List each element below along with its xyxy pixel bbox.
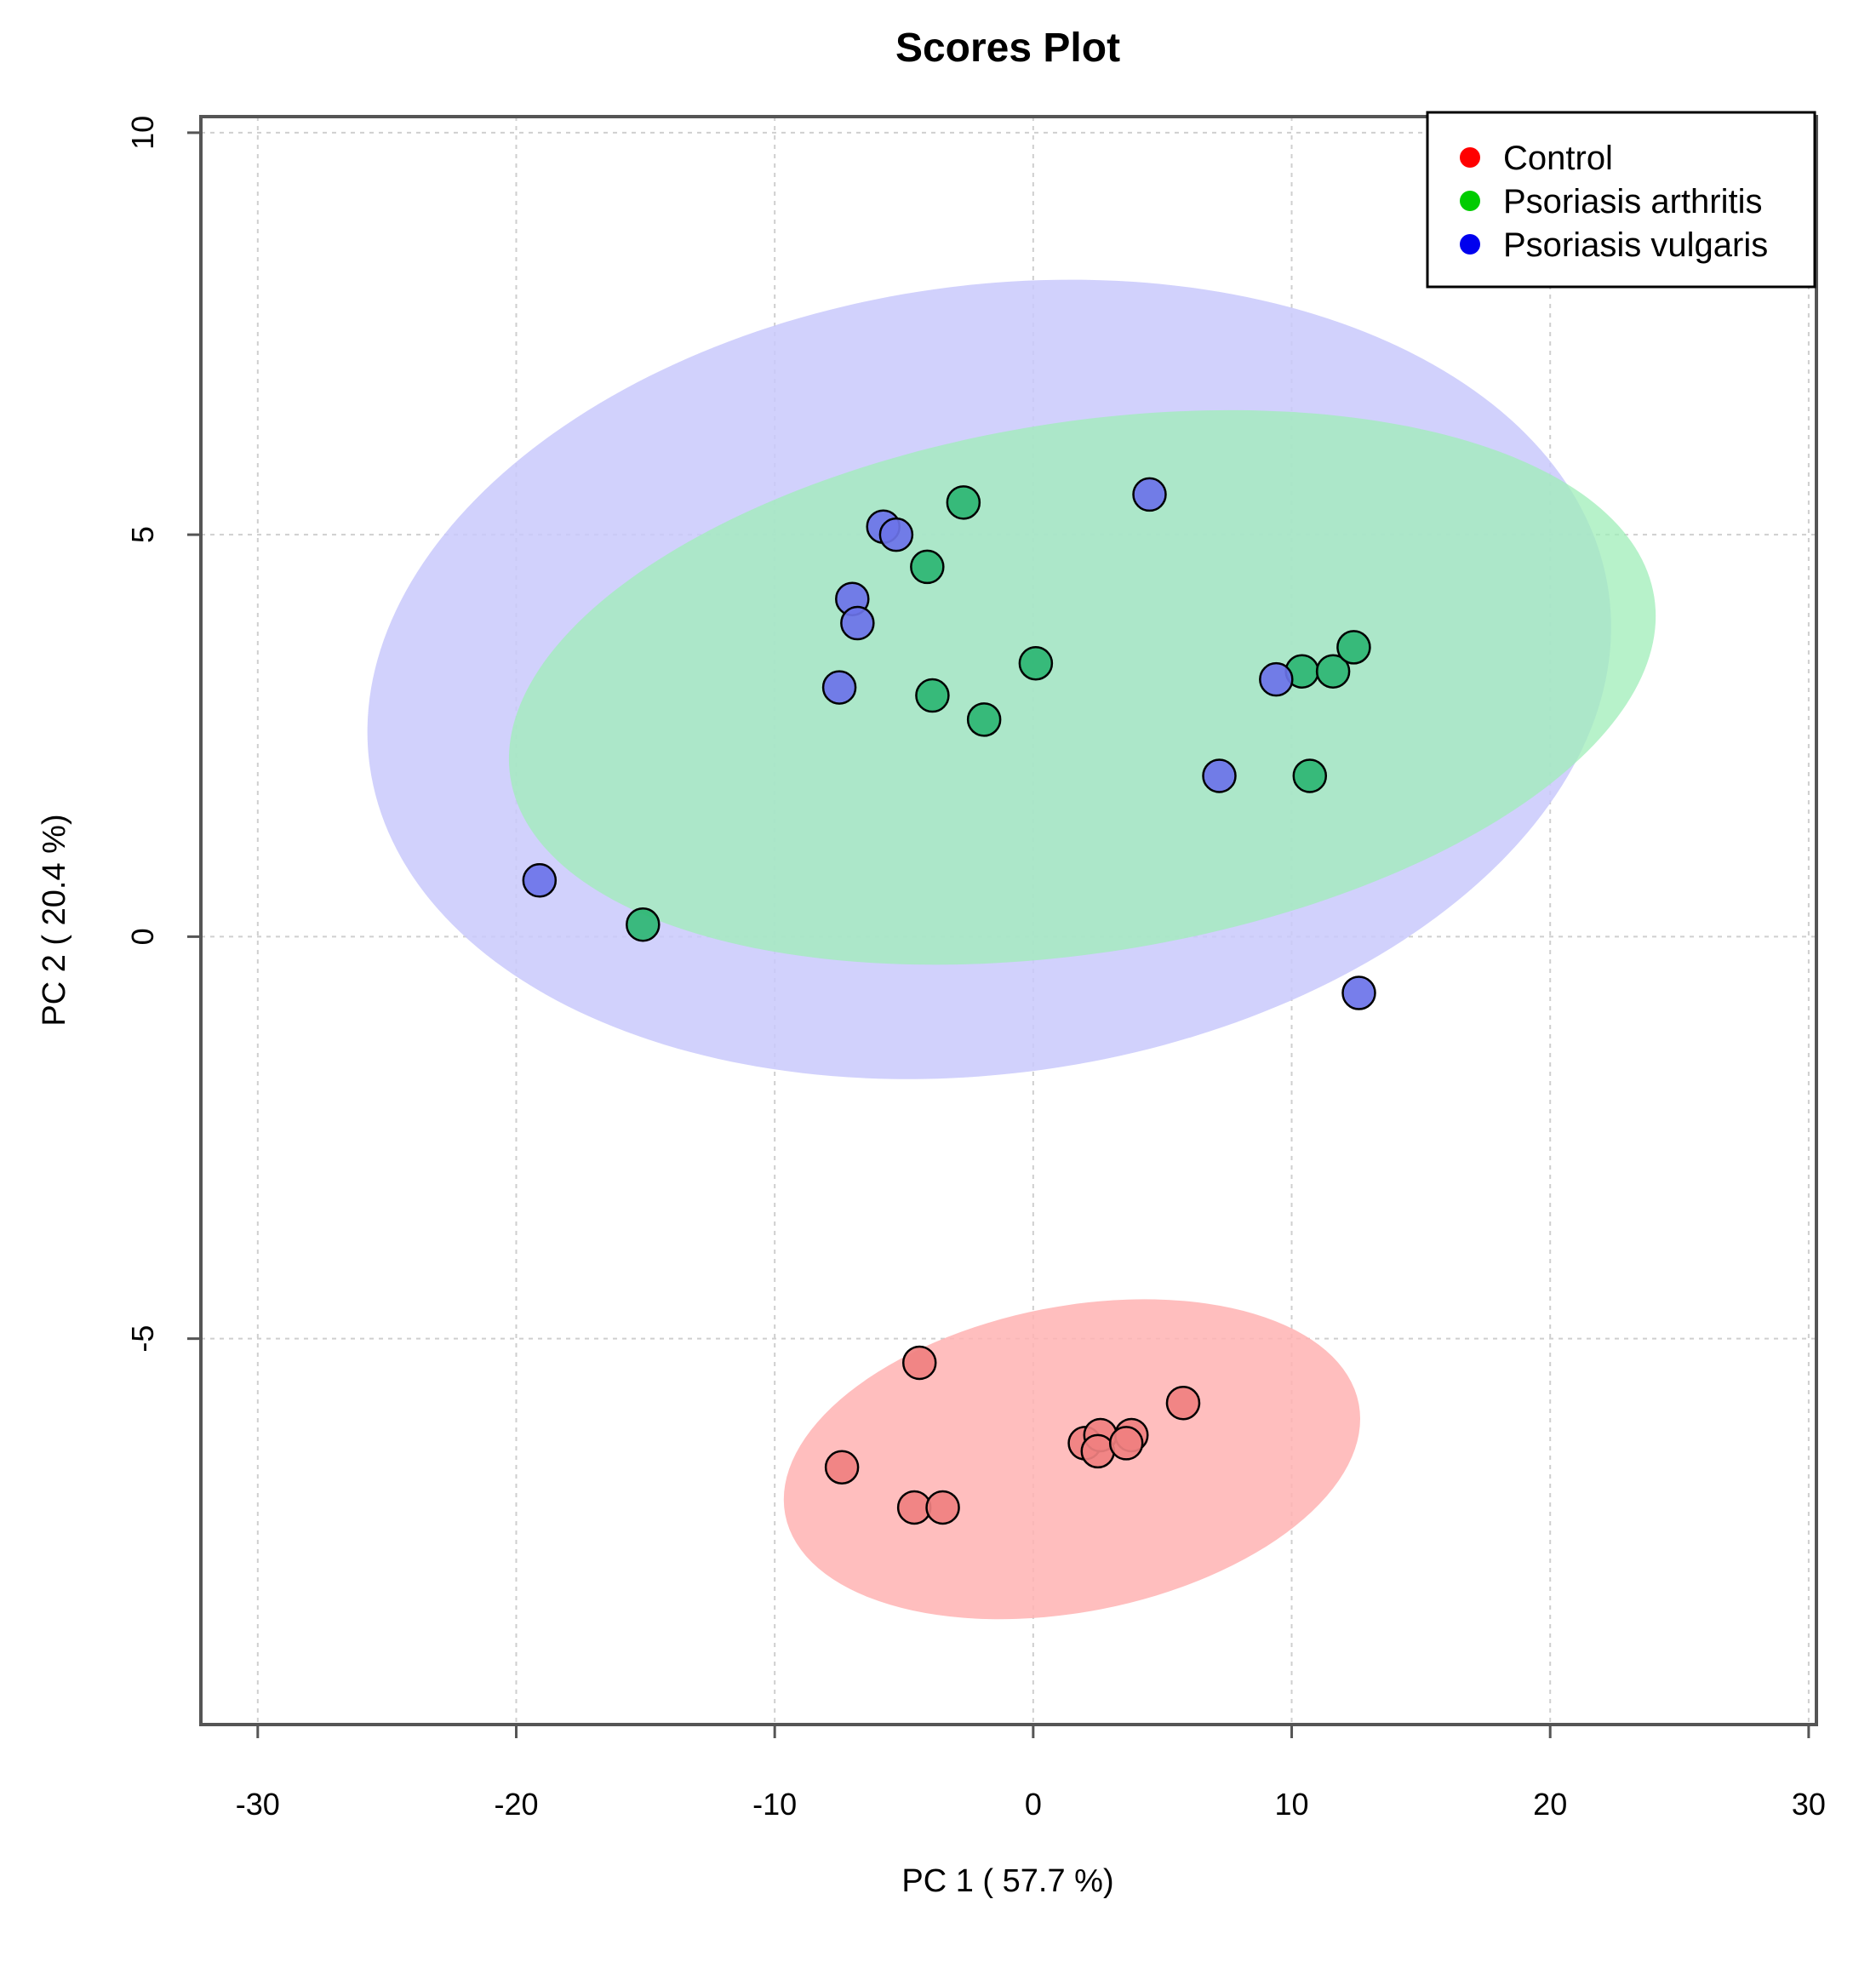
y-axis-label: PC 2 ( 20.4 %) (37, 814, 72, 1026)
point-psoriasis-vulgaris (522, 863, 558, 898)
point-psoriasis-arthritis (946, 485, 981, 520)
legend-marker-control (1460, 147, 1480, 168)
data-points (522, 477, 1376, 1525)
x-tick-label: -10 (752, 1787, 797, 1822)
legend-label: Control (1503, 140, 1613, 177)
y-axis: 10 5 0 -5 (125, 116, 201, 1353)
point-psoriasis-vulgaris (1259, 661, 1294, 697)
point-control (1165, 1385, 1201, 1421)
x-tick-label: 0 (1025, 1787, 1042, 1822)
point-psoriasis-arthritis (910, 549, 945, 585)
point-psoriasis-vulgaris (1202, 758, 1237, 793)
point-psoriasis-arthritis (1315, 654, 1351, 689)
point-psoriasis-arthritis (1336, 630, 1371, 665)
point-psoriasis-arthritis (1018, 646, 1054, 681)
point-control (824, 1450, 860, 1485)
legend-label: Psoriasis vulgaris (1503, 226, 1768, 264)
x-tick-label: 20 (1533, 1787, 1567, 1822)
point-control (925, 1490, 960, 1525)
plot-frame (199, 115, 1818, 1726)
point-psoriasis-arthritis (1292, 758, 1328, 793)
point-control (901, 1345, 937, 1381)
x-axis-label: PC 1 ( 57.7 %) (901, 1863, 1113, 1899)
ellipse-control (783, 1299, 1360, 1620)
point-psoriasis-vulgaris (1341, 975, 1376, 1010)
x-tick-label: -20 (494, 1787, 538, 1822)
legend-label: Psoriasis arthritis (1503, 183, 1763, 220)
ellipse-psoriasis-arthritis (508, 409, 1656, 965)
point-psoriasis-arthritis (966, 702, 1002, 737)
point-psoriasis-arthritis (915, 678, 950, 713)
chart-title: Scores Plot (895, 26, 1120, 71)
point-psoriasis-vulgaris (821, 670, 857, 705)
legend-box (1426, 111, 1816, 289)
x-tick-label: -30 (236, 1787, 280, 1822)
point-psoriasis-arthritis (626, 907, 661, 942)
point-control (1080, 1433, 1116, 1469)
x-tick-label: 30 (1792, 1787, 1826, 1822)
legend: Control Psoriasis arthritis Psoriasis vulg… (1426, 111, 1816, 289)
point-psoriasis-vulgaris (840, 605, 875, 641)
y-tick-label: -5 (125, 1325, 160, 1353)
point-psoriasis-vulgaris (878, 517, 914, 552)
x-tick-label: 10 (1275, 1787, 1309, 1822)
legend-marker-psoriasis-vulgaris (1460, 234, 1480, 255)
point-control (1108, 1426, 1144, 1461)
point-psoriasis-vulgaris (1132, 477, 1167, 512)
x-axis: -30 -20 -10 0 10 20 30 (236, 1725, 1826, 1822)
confidence-ellipses (367, 279, 1656, 1620)
y-tick-label: 10 (125, 116, 160, 150)
legend-marker-psoriasis-arthritis (1460, 191, 1480, 211)
y-tick-label: 0 (125, 928, 160, 945)
y-tick-label: 5 (125, 526, 160, 543)
